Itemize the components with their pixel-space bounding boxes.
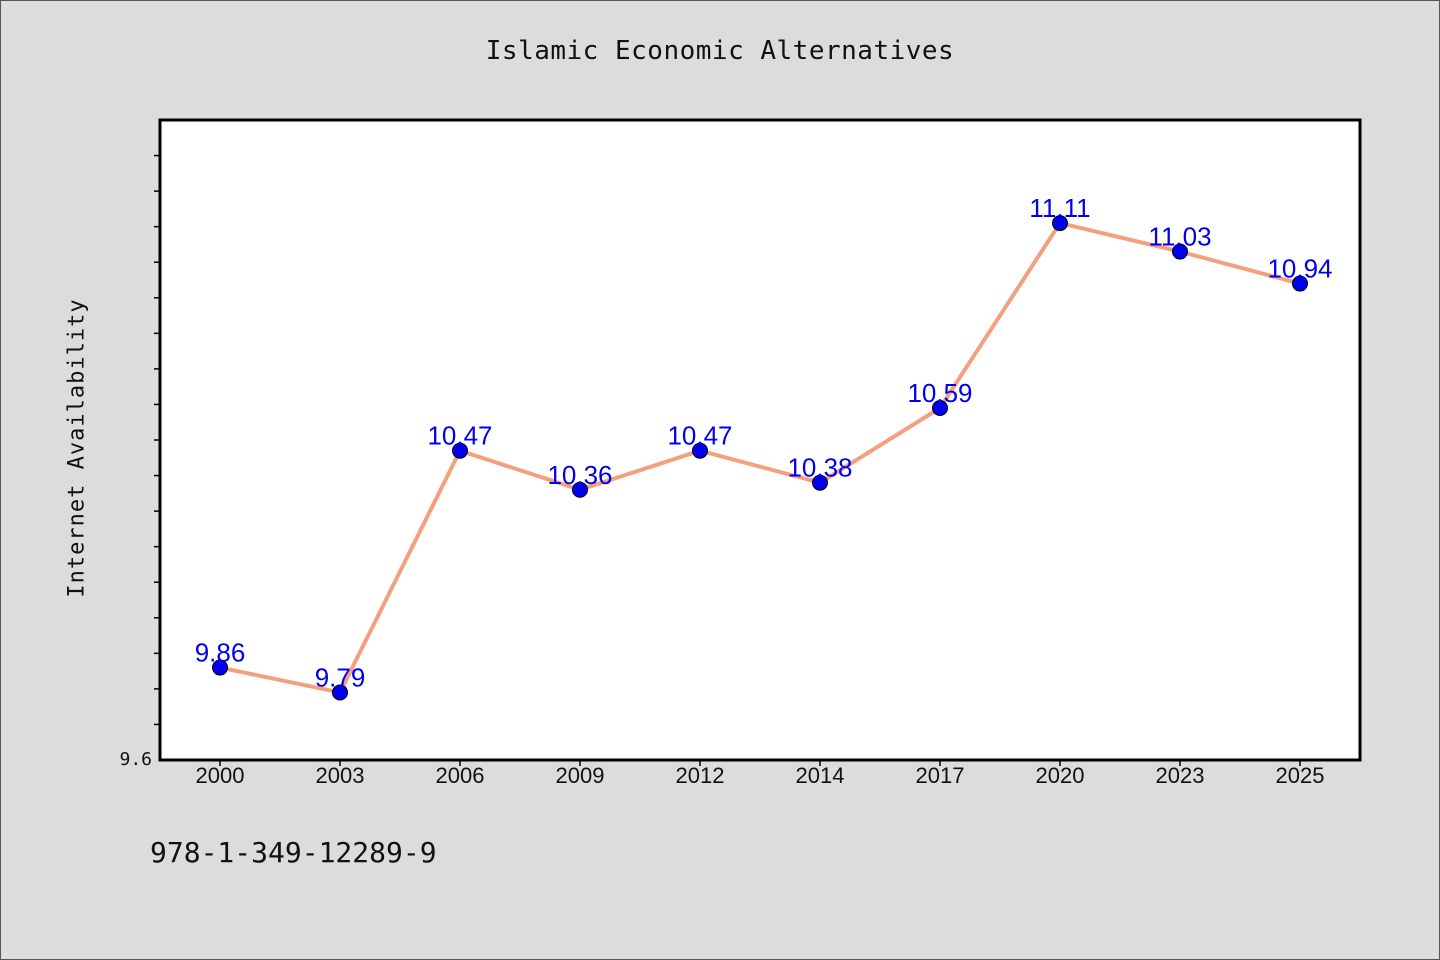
data-label: 11.03 — [1148, 222, 1211, 252]
data-point — [1172, 243, 1188, 260]
data-label: 10.38 — [787, 453, 852, 483]
data-label: 10.36 — [547, 460, 612, 490]
x-tick-labels: 2000 2003 2006 2009 2012 2014 2017 2020 2023 2025 — [196, 763, 1325, 788]
x-tick-label: 2006 — [436, 763, 485, 788]
x-tick-label: 2000 — [196, 763, 245, 788]
x-tick-label: 2012 — [676, 763, 725, 788]
data-label: 10.59 — [907, 378, 972, 408]
chart-title: Islamic Economic Alternatives — [485, 36, 955, 66]
series-line — [219, 221, 1301, 695]
data-label: 11.11 — [1029, 193, 1090, 223]
data-label: 10.47 — [427, 421, 492, 451]
data-label: 9.86 — [195, 638, 246, 668]
x-tick-label: 2009 — [556, 763, 605, 788]
x-tick-label: 2014 — [796, 763, 845, 788]
footnote-isbn: 978-1-349-12289-9 — [150, 836, 437, 869]
data-point — [692, 442, 708, 459]
y-minor-ticks — [154, 154, 160, 726]
data-label: 10.94 — [1267, 254, 1332, 284]
data-point — [212, 659, 228, 676]
data-point — [1292, 275, 1308, 292]
data-labels: 9.86 9.79 10.47 10.36 10.47 10.38 10.59 11.11 11… — [195, 193, 1333, 692]
data-point — [332, 684, 348, 701]
data-point — [1052, 215, 1068, 232]
y-tick-labels: 9.6 — [119, 749, 152, 770]
data-point — [932, 400, 948, 416]
x-tick-label: 2025 — [1276, 763, 1325, 788]
series-markers — [212, 215, 1308, 701]
x-tick-label: 2017 — [916, 763, 965, 788]
data-point — [452, 442, 468, 459]
data-point — [812, 474, 828, 491]
y-tick-label: 9.6 — [119, 749, 152, 770]
x-tick-label: 2023 — [1156, 763, 1205, 788]
x-tick-label: 2020 — [1036, 763, 1085, 788]
data-label: 10.47 — [667, 421, 732, 451]
data-label: 9.79 — [315, 662, 366, 692]
x-ticks — [219, 760, 1301, 766]
data-point — [572, 481, 588, 498]
x-tick-label: 2003 — [316, 763, 365, 788]
